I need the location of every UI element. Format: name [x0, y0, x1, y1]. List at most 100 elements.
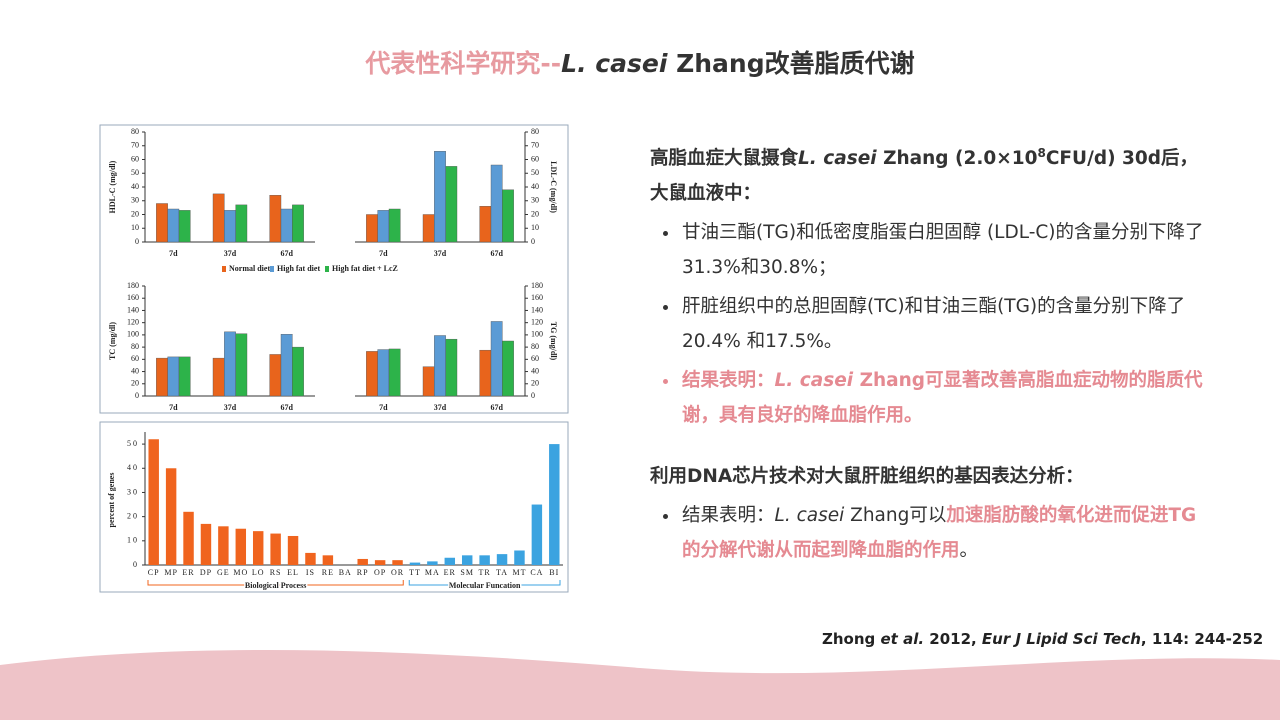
y-tick-label: 60 [531, 154, 539, 163]
bar [479, 555, 490, 565]
bar [479, 349, 492, 397]
bar [549, 444, 560, 565]
x-tick-label: RS [270, 568, 282, 577]
y-axis-label: LDL-C (mg/dl) [549, 161, 558, 213]
y-tick-label: 30 [127, 487, 139, 496]
x-tick-label: GE [217, 568, 230, 577]
citation-part: Eur J Lipid Sci Tech [981, 630, 1141, 648]
bar [366, 351, 378, 397]
bar [374, 560, 386, 565]
y-tick-label: 100 [531, 330, 543, 339]
bar [252, 531, 264, 565]
y-tick-label: 20 [531, 379, 539, 388]
y-tick-label: 20 [131, 379, 139, 388]
bar [167, 208, 180, 243]
citation-part: , 114: 244-252 [1140, 630, 1264, 648]
y-tick-label: 10 [131, 223, 139, 232]
y-tick-label: 60 [531, 354, 539, 363]
bar [156, 203, 168, 243]
legend-label: High fat diet [277, 264, 320, 273]
x-tick-label: 37d [434, 403, 447, 412]
bar [200, 523, 212, 565]
x-tick-label: OR [391, 568, 404, 577]
highlight: 加速脂肪酸的氧化进而促进TG的分解代谢从而起到降血脂的作用 [682, 505, 1197, 562]
intro-text: Zhang (2.0×10 [876, 148, 1038, 170]
citation: Zhong et al. 2012, Eur J Lipid Sci Tech,… [822, 630, 1263, 648]
bar [479, 206, 492, 243]
y-tick-label: 30 [531, 196, 539, 205]
x-tick-label: MP [164, 568, 178, 577]
y-tick-label: 70 [531, 141, 539, 150]
bar [224, 210, 236, 243]
species: L. casei [774, 370, 854, 392]
bar [235, 528, 247, 565]
bullet: 结果表明：L. casei Zhang可显著改善高脂血症动物的脂质代谢，具有良好… [680, 363, 1210, 433]
y-axis-label: HDL-C (mg/dl) [108, 160, 117, 213]
y-tick-label: 50 [131, 168, 139, 177]
bar [165, 468, 177, 565]
bar [235, 204, 248, 243]
bar [461, 555, 473, 565]
bullet: 甘油三酯(TG)和低密度脂蛋白胆固醇 (LDL-C)的含量分别下降了31.3%和… [680, 215, 1210, 285]
x-tick-label: CA [530, 568, 543, 577]
bar [280, 208, 293, 243]
y-tick-label: 180 [127, 281, 139, 290]
bar [514, 550, 525, 565]
bar [434, 335, 446, 397]
y-tick-label: 40 [531, 182, 539, 191]
title-rest: Zhang改善脂质代谢 [667, 49, 915, 78]
x-tick-label: 7d [379, 249, 388, 258]
x-tick-label: 7d [169, 403, 178, 412]
x-tick-label: 67d [490, 403, 503, 412]
y-tick-label: 0 [531, 237, 535, 246]
x-tick-label: OP [374, 568, 386, 577]
bar [445, 338, 458, 397]
bar [422, 214, 435, 243]
bar [377, 210, 390, 243]
y-tick-label: 180 [531, 281, 543, 290]
y-axis-label: percent of genes [107, 473, 116, 528]
x-tick-label: RP [357, 568, 369, 577]
group-bracket [147, 580, 404, 586]
y-tick-label: 140 [531, 305, 543, 314]
x-tick-label: CP [148, 568, 160, 577]
figure2-frame [99, 421, 569, 593]
bar [270, 533, 281, 565]
y-tick-label: 50 [127, 439, 139, 448]
x-tick-label: 37d [224, 403, 237, 412]
bar [235, 333, 248, 397]
x-tick-label: MO [233, 568, 248, 577]
group-label: Molecular Funcation [449, 581, 521, 590]
bar [377, 349, 390, 397]
x-tick-label: TR [479, 568, 491, 577]
bar [178, 356, 191, 397]
bar [212, 357, 225, 397]
y-tick-label: 140 [127, 305, 139, 314]
conclusion: 。 [959, 540, 979, 562]
bar [322, 555, 334, 565]
bar [502, 340, 514, 397]
x-tick-label: ER [182, 568, 194, 577]
bar [178, 210, 191, 243]
x-tick-label: ER [444, 568, 456, 577]
y-tick-label: 40 [127, 463, 139, 472]
conclusion: Zhang可以 [844, 505, 947, 527]
title-species: L. casei [561, 49, 668, 78]
x-tick-label: 37d [434, 249, 447, 258]
bar [269, 195, 282, 243]
bar [490, 321, 503, 397]
y-axis-label: TG (mg/dl) [549, 322, 558, 361]
y-tick-label: 20 [531, 209, 539, 218]
x-tick-label: MT [512, 568, 526, 577]
y-tick-label: 80 [131, 127, 139, 136]
x-tick-label: 67d [280, 403, 293, 412]
y-tick-label: 0 [531, 391, 535, 400]
x-tick-label: BI [549, 568, 559, 577]
legend-swatch [325, 266, 329, 272]
bar [224, 331, 236, 397]
y-tick-label: 50 [531, 168, 539, 177]
species: L. casei [774, 505, 845, 527]
x-tick-label: RE [322, 568, 334, 577]
